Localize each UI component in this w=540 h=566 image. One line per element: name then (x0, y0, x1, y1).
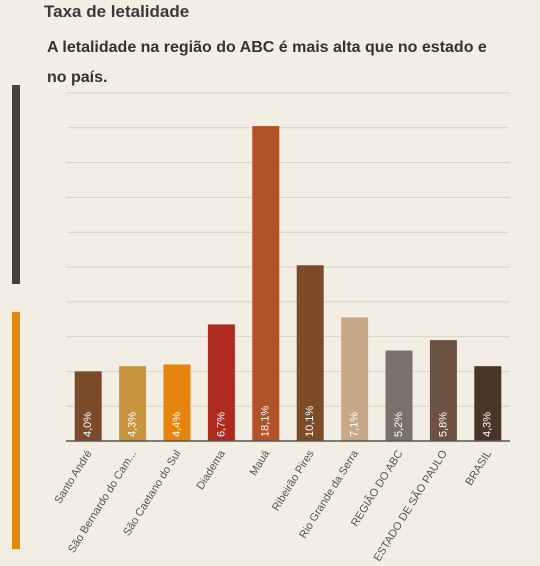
bar (474, 366, 502, 441)
bar (74, 371, 102, 441)
bar-value-label: 7,1% (349, 412, 361, 437)
bar-value-label: 4,0% (82, 412, 94, 437)
bar-value-label: 5,2% (393, 412, 405, 437)
bar (252, 126, 280, 441)
bar-value-label: 5,8% (437, 412, 449, 437)
bar (119, 366, 147, 441)
bar (296, 265, 324, 441)
bar-value-label: 10,1% (304, 406, 316, 437)
category-label: Santo André (52, 448, 94, 506)
bar-value-label: 18,1% (260, 406, 272, 437)
bar-value-label: 6,7% (215, 412, 227, 437)
bar-value-label: 4,3% (127, 412, 139, 437)
bar (429, 340, 457, 441)
bar-value-label: 4,4% (171, 412, 183, 437)
bar (385, 350, 413, 441)
chart-subtitle: A letalidade na região do ABC é mais alt… (47, 39, 487, 86)
category-label: Mauá (248, 447, 273, 477)
category-label: Ribeirão Pires (270, 448, 317, 513)
bar-value-label: 4,3% (482, 412, 494, 437)
accent-bar-dark (12, 85, 20, 284)
category-label: BRASIL (463, 448, 494, 488)
bar (207, 324, 235, 441)
bar (163, 364, 191, 441)
chart-title: Taxa de letalidade (44, 2, 190, 21)
accent-bar-orange (12, 312, 20, 549)
bar (341, 317, 369, 441)
category-label: Diadema (194, 447, 228, 491)
category-label: ESTADO DE SÃO PAULO (371, 447, 450, 563)
